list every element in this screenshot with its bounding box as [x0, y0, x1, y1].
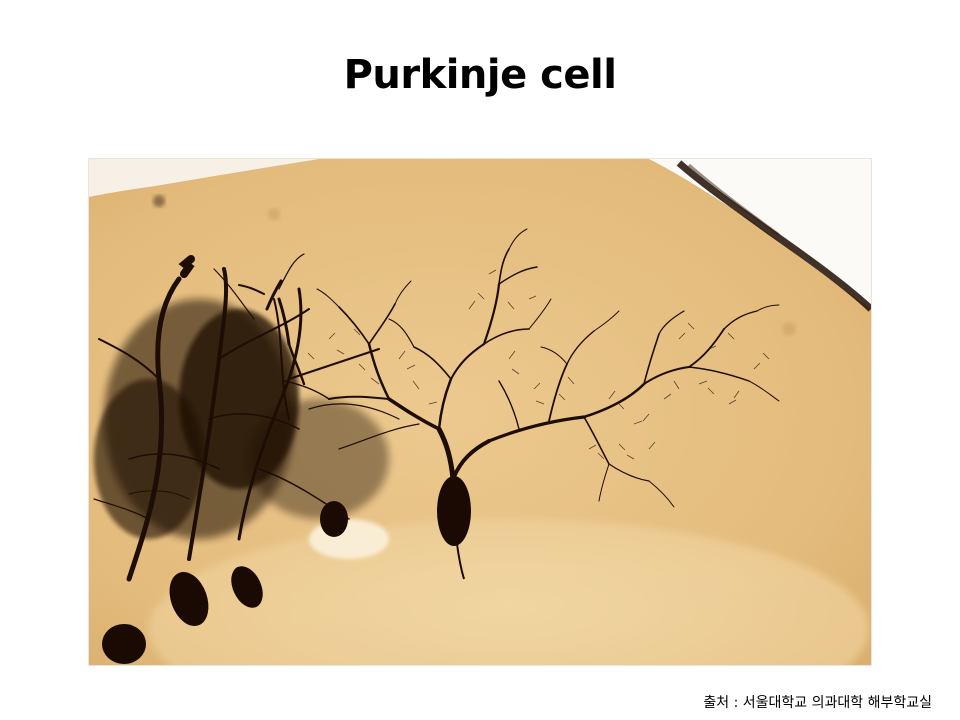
purkinje-dendritic-tree: [283, 228, 780, 508]
source-caption: 출처 : 서울대학교 의과대학 해부학교실: [703, 695, 932, 711]
left-somata: [102, 501, 348, 664]
glass-region: [649, 159, 871, 309]
axon: [456, 543, 465, 580]
glass-region-left: [89, 159, 319, 197]
micrograph-illustration: [89, 159, 871, 665]
slide-title: Purkinje cell: [343, 52, 617, 98]
dense-dendrite-mass: [94, 299, 389, 539]
purkinje-cell-micrograph: [88, 158, 872, 666]
dendritic-spines: [307, 269, 770, 460]
tissue-edge: [676, 160, 871, 312]
purkinje-soma: [437, 476, 471, 546]
